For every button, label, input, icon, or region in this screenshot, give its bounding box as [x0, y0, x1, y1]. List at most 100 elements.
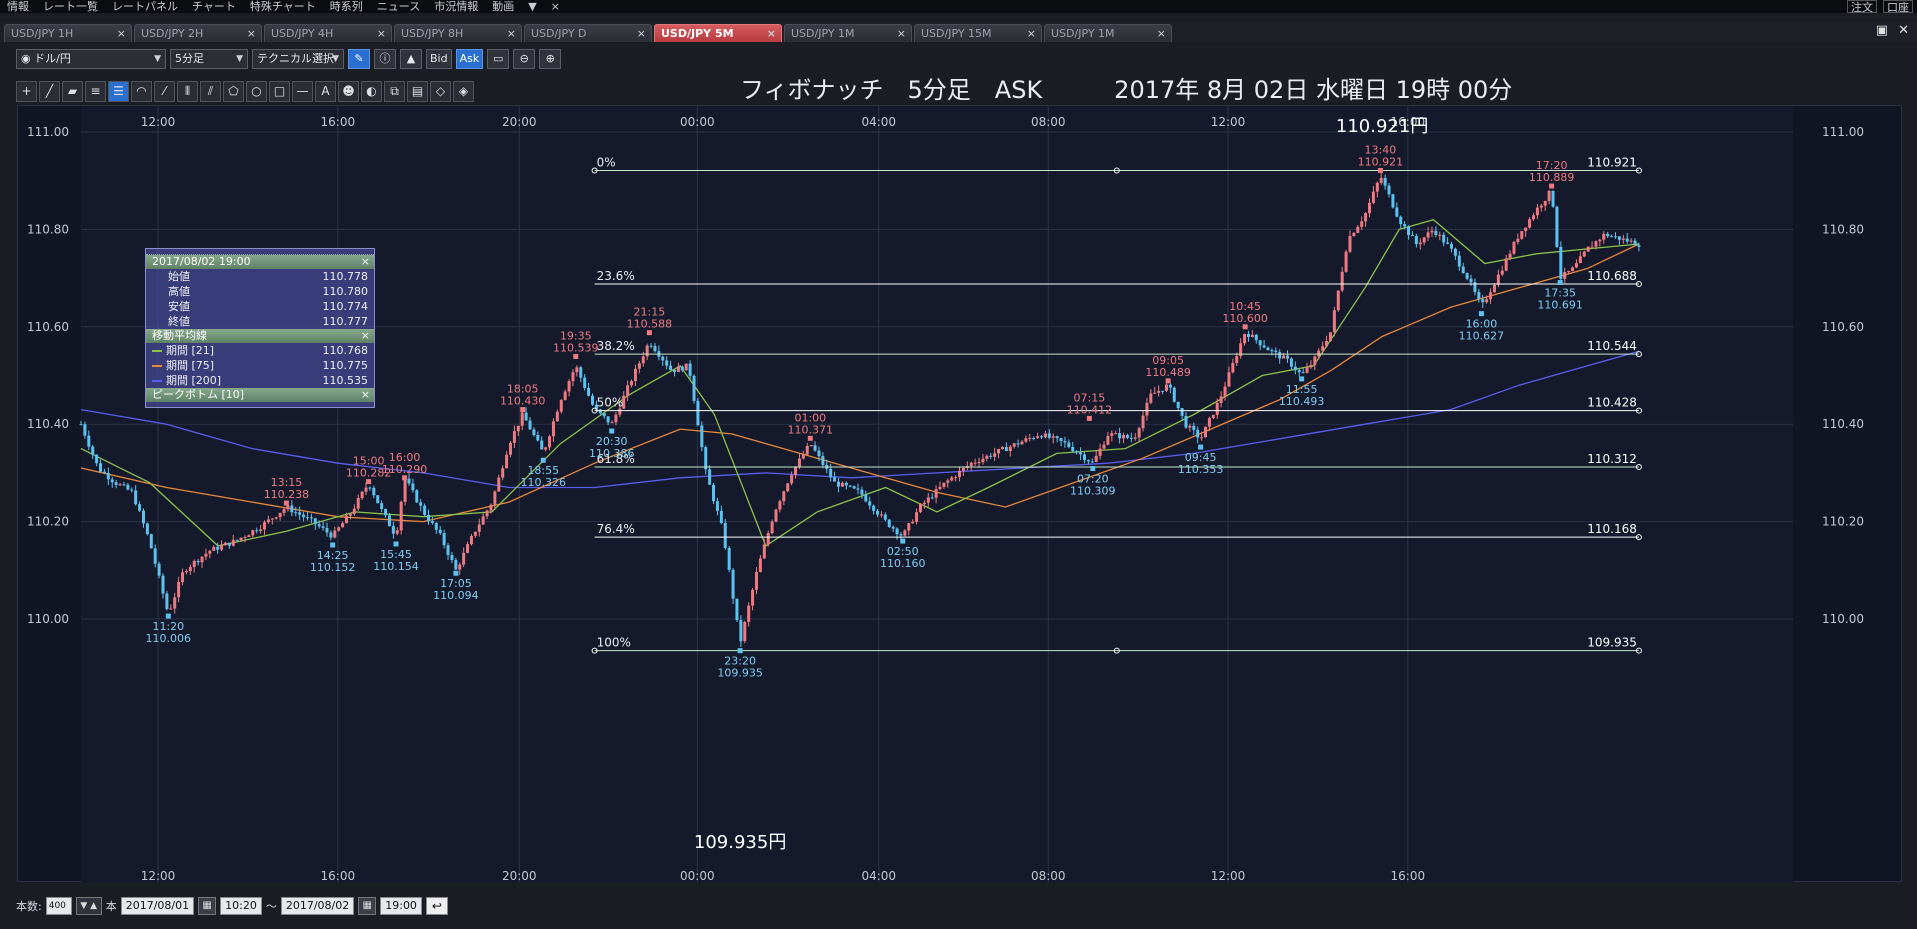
candle-body	[520, 412, 524, 426]
close-icon[interactable]: ×	[1026, 27, 1036, 40]
bottom-marker	[1478, 311, 1484, 317]
tab[interactable]: USD/JPY 1M ×	[784, 24, 912, 42]
candle-body	[1075, 451, 1079, 453]
text-icon[interactable]: A	[315, 80, 336, 102]
fib-level-label: 50%	[597, 396, 624, 410]
calendar-icon[interactable]: ▦	[358, 897, 377, 915]
return-button[interactable]: ↩	[425, 897, 448, 915]
rectangle-icon[interactable]: □	[269, 80, 290, 102]
close-icon[interactable]: ×	[1156, 27, 1166, 40]
from-date-field[interactable]: 2017/08/01	[120, 897, 195, 915]
menu-item[interactable]: 特殊チャート	[249, 0, 316, 13]
area-chart-button[interactable]: ▲	[400, 49, 422, 69]
to-time-field[interactable]: 19:00	[380, 897, 422, 915]
tab[interactable]: USD/JPY 8H ×	[394, 24, 522, 42]
maximize-icon[interactable]: ▣	[1875, 23, 1889, 38]
fibonacci-icon[interactable]: ☰	[108, 80, 129, 102]
tab[interactable]: USD/JPY 1H ×	[4, 24, 132, 42]
pen-button[interactable]: ✎	[348, 49, 370, 69]
menu-item[interactable]: レートパネル	[112, 0, 178, 13]
menu-item[interactable]: ニュース	[376, 0, 421, 13]
crosshair-icon[interactable]: +	[16, 80, 37, 102]
hline-icon[interactable]: —	[292, 80, 313, 102]
menu-item[interactable]: 市況情報	[434, 0, 479, 13]
candle-body	[376, 495, 380, 504]
close-icon[interactable]: ×	[360, 255, 370, 268]
info-button[interactable]: ⓘ	[374, 49, 396, 69]
close-icon[interactable]: ×	[766, 27, 776, 40]
close-icon[interactable]: ×	[506, 27, 516, 40]
candle-body	[223, 542, 227, 546]
stamp-icon[interactable]: ☻	[338, 80, 359, 102]
menu-item[interactable]: ▼	[528, 0, 537, 13]
tab[interactable]: USD/JPY 1M ×	[1044, 24, 1172, 42]
eraser-icon[interactable]: ◇	[430, 80, 451, 102]
copy-icon[interactable]: ◐	[361, 80, 382, 102]
menu-item[interactable]: チャート	[192, 0, 236, 13]
layer-icon[interactable]: ▤	[407, 80, 428, 102]
zoom-in-icon[interactable]: ⊕	[539, 49, 562, 69]
tab[interactable]: USD/JPY 15M ×	[914, 24, 1042, 42]
paste-icon[interactable]: ⧉	[384, 80, 405, 102]
technical-select[interactable]: テクニカル選択 ▼	[252, 49, 344, 69]
fan-icon[interactable]: ⁄	[154, 80, 175, 102]
menu-item[interactable]: レート一覧	[43, 0, 98, 13]
ask-button[interactable]: Ask	[455, 49, 484, 69]
peak-marker	[366, 479, 372, 485]
menu-right-item[interactable]: 注文	[1847, 0, 1877, 14]
menu-item[interactable]: 情報	[7, 0, 29, 13]
timeframe-select[interactable]: 5分足 ▼	[170, 49, 248, 69]
menu-item[interactable]: 動画	[492, 0, 515, 13]
calendar-icon[interactable]: ▦	[198, 897, 217, 915]
drag-handle[interactable]	[146, 249, 374, 255]
candle-body	[669, 365, 673, 370]
candle-body	[1391, 194, 1395, 208]
candle-body	[1008, 446, 1012, 451]
bid-button[interactable]: Bid	[426, 49, 452, 69]
screen-button[interactable]: ▭	[487, 49, 510, 69]
tab[interactable]: USD/JPY 5M ×	[654, 24, 782, 42]
count-input[interactable]: 400	[45, 897, 72, 915]
menu-item[interactable]: ×	[550, 0, 560, 13]
tab[interactable]: USD/JPY 4H ×	[264, 24, 392, 42]
from-time-field[interactable]: 10:20	[220, 897, 262, 915]
to-date-field[interactable]: 2017/08/02	[280, 897, 355, 915]
close-icon[interactable]: ×	[636, 27, 646, 40]
menu-right-item[interactable]: 口座	[1883, 0, 1913, 14]
close-icon[interactable]: ×	[896, 27, 906, 40]
menu-item[interactable]: 時系列	[329, 0, 363, 13]
close-icon[interactable]: ×	[246, 27, 256, 40]
candle-body	[950, 477, 954, 481]
tab[interactable]: USD/JPY 2H ×	[134, 24, 262, 42]
candle-body	[427, 514, 431, 522]
tab[interactable]: USD/JPY D ×	[524, 24, 652, 42]
bottom-price-label: 110.386	[589, 447, 635, 460]
zoom-out-icon[interactable]: ⊖	[513, 49, 536, 69]
ruler-icon[interactable]: ▰	[62, 80, 83, 102]
vlines-icon[interactable]: ⦀	[177, 80, 198, 102]
trendline-icon[interactable]: ╱	[39, 80, 60, 102]
pair-select[interactable]: ◉ ドル/円 ▼	[16, 49, 166, 69]
y-tick-label-left: 110.80	[27, 222, 69, 236]
close-window-icon[interactable]: ✕	[1898, 23, 1909, 38]
close-icon[interactable]: ×	[360, 388, 370, 401]
ma-label: 期間 [21]	[152, 343, 323, 358]
candle-body	[1125, 434, 1129, 438]
fib-arc-icon[interactable]: ◠	[131, 80, 152, 102]
close-icon[interactable]: ×	[116, 27, 126, 40]
close-icon[interactable]: ×	[376, 27, 386, 40]
candle-body	[1364, 213, 1368, 222]
close-icon[interactable]: ×	[360, 329, 370, 342]
circle-icon[interactable]: ○	[246, 80, 267, 102]
eraser-all-icon[interactable]: ◈	[453, 80, 474, 102]
candle-body	[1262, 345, 1266, 348]
chart-area[interactable]: 12:00 12:00 16:00 16:00 20:00 20:00 00:00 00:00…	[17, 105, 1903, 883]
info-panel[interactable]: 2017/08/02 19:00 × 始値 110.778 高値 110.780 安値 1…	[145, 248, 375, 408]
candle-body	[1204, 426, 1208, 438]
channel-icon[interactable]: ⫽	[200, 80, 221, 102]
hlines-icon[interactable]: ≡	[85, 80, 106, 102]
x-tick-label-bottom: 12:00	[141, 869, 176, 883]
count-stepper[interactable]: ▼ ▲	[75, 897, 102, 915]
pentagon-icon[interactable]: ⬠	[223, 80, 244, 102]
price-chart[interactable]: 12:00 12:00 16:00 16:00 20:00 20:00 00:00 00:00…	[18, 106, 1903, 883]
